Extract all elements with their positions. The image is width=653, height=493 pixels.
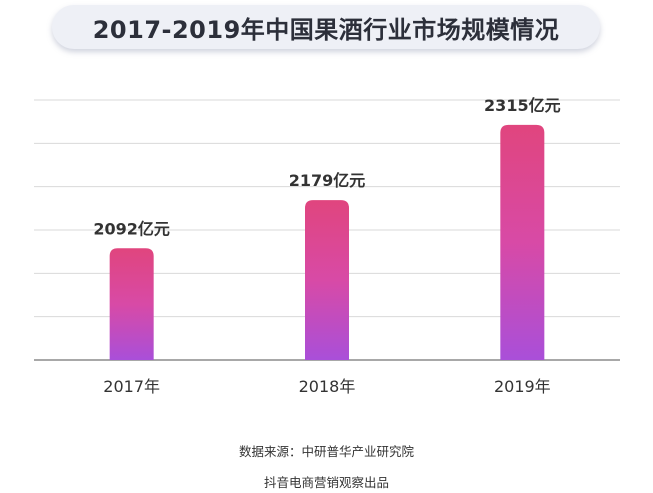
data-label: 2179亿元 [289, 171, 366, 190]
x-tick-label: 2018年 [299, 377, 356, 396]
bar-chart: 2092亿元 2179亿元 2315亿元 2017年 2018年 2019年 [34, 96, 620, 396]
data-label: 2315亿元 [484, 96, 561, 115]
data-source-note: 数据来源：中研普华产业研究院 [238, 444, 414, 459]
publisher-credit: 抖音电商营销观察出品 [263, 475, 389, 490]
chart-title-banner: 2017-2019年中国果酒行业市场规模情况 [52, 5, 600, 49]
x-tick-label: 2017年 [103, 377, 160, 396]
data-label: 2092亿元 [93, 219, 170, 238]
chart-title: 2017-2019年中国果酒行业市场规模情况 [92, 15, 560, 44]
bar-2017年 [109, 248, 154, 360]
bar-2019年 [500, 124, 545, 360]
bar-2018年 [305, 200, 349, 360]
x-tick-label: 2019年 [494, 377, 551, 396]
